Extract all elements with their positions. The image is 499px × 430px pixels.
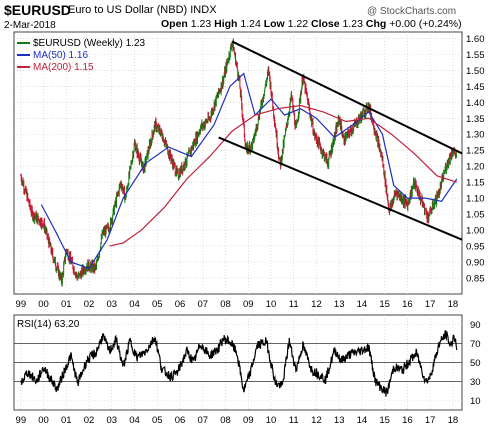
y-tick-label: 1.10 (466, 194, 485, 205)
y-tick-label: 1.55 (466, 50, 485, 61)
rsi-x-tick-label: 04 (129, 415, 140, 426)
ticker-symbol: $EURUSD (4, 2, 71, 18)
legend-rsi: RSI(14) 63.20 (17, 319, 80, 330)
y-tick-label: 1.00 (466, 226, 485, 237)
x-tick-label: 17 (425, 299, 436, 310)
chg-label: Chg (365, 18, 387, 30)
rsi-x-tick-label: 02 (84, 415, 95, 426)
ma200-line (109, 104, 457, 247)
trend-channel (218, 40, 463, 241)
low-label: Low (263, 18, 285, 30)
rsi-x-tick-label: 15 (379, 415, 390, 426)
rsi-x-tick-label: 09 (243, 415, 254, 426)
x-tick-label: 08 (220, 299, 231, 310)
rsi-y-tick-label: 10 (470, 396, 481, 407)
x-tick-label: 15 (379, 299, 390, 310)
rsi-x-tick-label: 12 (311, 415, 322, 426)
trend-channel-line (231, 40, 463, 155)
price-panel-frame (13, 31, 463, 295)
open-label: Open (161, 18, 188, 30)
y-tick-label: 1.15 (466, 178, 485, 189)
rsi-x-tick-label: 08 (220, 415, 231, 426)
x-tick-label: 16 (402, 299, 413, 310)
rsi-x-tick-label: 05 (152, 415, 163, 426)
rsi-line-group (20, 330, 458, 397)
close-value: 1.23 (342, 18, 363, 30)
moving-averages (40, 72, 458, 270)
x-tick-label: 06 (175, 299, 186, 310)
rsi-x-tick-label: 17 (425, 415, 436, 426)
ohlc-readout: Open 1.23 High 1.24 Low 1.22 Close 1.23 … (161, 18, 462, 30)
rsi-x-tick-label: 07 (197, 415, 208, 426)
y-tick-label: 1.35 (466, 114, 485, 125)
x-tick-label: 14 (357, 299, 368, 310)
y-tick-label: 0.90 (466, 258, 485, 269)
stockcharts-watermark: @ StockCharts.com (367, 6, 457, 17)
x-tick-label: 99 (16, 299, 27, 310)
close-label: Close (311, 18, 340, 30)
y-tick-label: 1.05 (466, 210, 485, 221)
rsi-y-tick-label: 70 (470, 339, 481, 350)
y-tick-label: 1.30 (466, 130, 485, 141)
chart-date: 2-Mar-2018 (4, 20, 56, 31)
rsi-x-tick-label: 13 (334, 415, 345, 426)
legend-ma50: MA(50) 1.16 (33, 50, 88, 61)
rsi-line (20, 330, 458, 397)
x-tick-label: 04 (129, 299, 140, 310)
x-tick-label: 10 (266, 299, 277, 310)
y-tick-label: 1.20 (466, 162, 485, 173)
rsi-y-tick-label: 50 (470, 358, 481, 369)
y-tick-label: 1.40 (466, 98, 485, 109)
y-tick-label: 0.95 (466, 242, 485, 253)
instrument-description: Euro to US Dollar (NBD) INDX (68, 4, 217, 16)
y-tick-label: 1.60 (466, 34, 485, 45)
x-tick-label: 07 (197, 299, 208, 310)
rsi-x-tick-label: 03 (106, 415, 117, 426)
rsi-x-tick-label: 10 (266, 415, 277, 426)
x-tick-label: 02 (84, 299, 95, 310)
rsi-y-tick-label: 90 (470, 320, 481, 331)
legend-price: $EURUSD (Weekly) 1.23 (33, 38, 146, 49)
y-tick-label: 0.85 (466, 274, 485, 285)
x-tick-label: 13 (334, 299, 345, 310)
x-tick-label: 03 (106, 299, 117, 310)
rsi-x-tick-label: 18 (448, 415, 459, 426)
legend-ma200: MA(200) 1.15 (33, 62, 94, 73)
chg-value: +0.00 (+0.24%) (389, 18, 462, 30)
rsi-x-tick-label: 00 (38, 415, 49, 426)
x-tick-label: 05 (152, 299, 163, 310)
high-value: 1.24 (240, 18, 261, 30)
rsi-x-tick-label: 06 (175, 415, 186, 426)
x-tick-label: 12 (311, 299, 322, 310)
low-value: 1.22 (287, 18, 309, 30)
rsi-x-tick-label: 01 (61, 415, 72, 426)
rsi-x-tick-label: 16 (402, 415, 413, 426)
x-tick-label: 18 (448, 299, 459, 310)
rsi-x-tick-label: 14 (357, 415, 368, 426)
y-tick-label: 1.25 (466, 146, 485, 157)
axis-labels: 99 99 00 00 01 01 02 02 03 03 04 04 05 05 06 06 07 07 08 08… (16, 34, 485, 426)
high-label: High (214, 18, 238, 30)
open-value: 1.23 (190, 18, 212, 30)
x-tick-label: 01 (61, 299, 72, 310)
price-bars (20, 38, 457, 287)
rsi-x-tick-label: 99 (16, 415, 27, 426)
rsi-x-tick-label: 11 (289, 415, 299, 426)
trend-channel-line (218, 136, 463, 241)
x-tick-label: 00 (38, 299, 49, 310)
y-tick-label: 1.45 (466, 82, 485, 93)
rsi-y-tick-label: 30 (470, 377, 481, 388)
x-tick-label: 11 (289, 299, 299, 310)
rsi-grid (14, 315, 462, 410)
ma50-line (40, 72, 458, 270)
y-tick-label: 1.50 (466, 66, 485, 77)
x-tick-label: 09 (243, 299, 254, 310)
